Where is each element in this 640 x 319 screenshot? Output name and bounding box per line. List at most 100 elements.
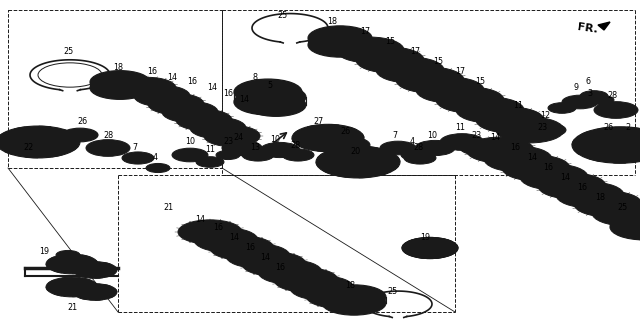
Text: 16: 16 (577, 183, 587, 192)
Text: 16: 16 (223, 90, 233, 99)
Text: 14: 14 (527, 153, 537, 162)
Ellipse shape (258, 260, 322, 284)
Ellipse shape (401, 150, 429, 160)
Ellipse shape (176, 109, 232, 131)
Ellipse shape (336, 296, 372, 310)
Ellipse shape (586, 93, 602, 99)
Ellipse shape (234, 79, 302, 105)
Ellipse shape (289, 152, 307, 159)
Ellipse shape (322, 285, 386, 309)
Ellipse shape (20, 135, 56, 149)
Text: 7: 7 (132, 144, 138, 152)
Ellipse shape (410, 72, 450, 88)
Ellipse shape (498, 110, 542, 126)
Ellipse shape (134, 85, 190, 107)
Ellipse shape (272, 265, 308, 279)
Ellipse shape (402, 237, 458, 259)
Ellipse shape (416, 77, 484, 103)
Ellipse shape (246, 94, 290, 110)
Text: 18: 18 (345, 280, 355, 290)
Ellipse shape (590, 95, 614, 105)
Text: 19: 19 (420, 234, 430, 242)
Ellipse shape (178, 220, 242, 244)
Text: 22: 22 (23, 144, 33, 152)
Text: 15: 15 (475, 78, 485, 86)
Text: 10: 10 (185, 137, 195, 146)
Ellipse shape (415, 242, 445, 254)
Ellipse shape (470, 102, 510, 118)
Ellipse shape (151, 165, 165, 171)
Text: 16: 16 (543, 164, 553, 173)
Text: 23: 23 (537, 123, 547, 132)
Ellipse shape (304, 281, 340, 295)
Ellipse shape (102, 81, 138, 95)
Text: 4: 4 (410, 137, 415, 146)
Ellipse shape (308, 33, 372, 57)
Ellipse shape (146, 163, 170, 173)
Ellipse shape (202, 122, 234, 134)
Ellipse shape (588, 197, 628, 211)
Ellipse shape (594, 102, 638, 118)
Ellipse shape (242, 252, 306, 276)
Ellipse shape (530, 123, 566, 137)
Ellipse shape (256, 257, 292, 271)
Ellipse shape (404, 152, 436, 164)
Ellipse shape (234, 89, 302, 115)
Ellipse shape (490, 112, 530, 128)
Ellipse shape (86, 140, 130, 156)
Ellipse shape (308, 26, 372, 50)
Ellipse shape (484, 146, 552, 172)
Ellipse shape (180, 151, 200, 159)
Ellipse shape (336, 290, 372, 304)
Text: 16: 16 (147, 68, 157, 77)
Ellipse shape (246, 85, 306, 108)
Ellipse shape (580, 91, 608, 101)
Ellipse shape (502, 155, 570, 181)
Ellipse shape (356, 47, 424, 73)
Text: 28: 28 (607, 91, 617, 100)
Ellipse shape (610, 214, 640, 240)
Ellipse shape (84, 266, 106, 274)
Ellipse shape (162, 101, 218, 122)
Text: 14: 14 (195, 216, 205, 225)
Ellipse shape (350, 42, 390, 58)
Ellipse shape (370, 52, 410, 68)
Ellipse shape (242, 149, 274, 161)
Ellipse shape (598, 137, 640, 153)
Ellipse shape (288, 273, 324, 287)
Ellipse shape (498, 152, 538, 167)
Text: 21: 21 (163, 204, 173, 212)
Ellipse shape (274, 268, 338, 292)
Text: 14: 14 (207, 84, 217, 93)
Text: 11: 11 (205, 145, 215, 154)
Ellipse shape (396, 67, 464, 93)
Ellipse shape (216, 151, 240, 160)
Text: 28: 28 (103, 130, 113, 139)
Ellipse shape (62, 128, 98, 142)
Ellipse shape (0, 126, 80, 158)
Text: 16: 16 (213, 224, 223, 233)
Text: 14: 14 (229, 234, 239, 242)
Ellipse shape (402, 237, 458, 259)
Ellipse shape (208, 233, 244, 247)
Text: 8: 8 (253, 73, 257, 83)
Ellipse shape (326, 137, 370, 153)
Ellipse shape (510, 122, 550, 137)
Text: 25: 25 (387, 287, 397, 296)
Text: 26: 26 (77, 117, 87, 127)
Text: 6: 6 (586, 78, 591, 86)
Ellipse shape (436, 87, 504, 113)
Text: 18: 18 (327, 18, 337, 26)
Text: 16: 16 (510, 144, 520, 152)
Ellipse shape (534, 169, 574, 185)
Ellipse shape (624, 212, 640, 227)
Text: 4: 4 (152, 153, 157, 162)
Ellipse shape (73, 284, 117, 300)
Ellipse shape (376, 57, 444, 83)
Text: 20: 20 (350, 147, 360, 157)
Ellipse shape (456, 97, 524, 123)
Ellipse shape (322, 291, 386, 315)
Ellipse shape (460, 141, 496, 155)
Ellipse shape (430, 82, 470, 98)
Ellipse shape (450, 93, 490, 108)
